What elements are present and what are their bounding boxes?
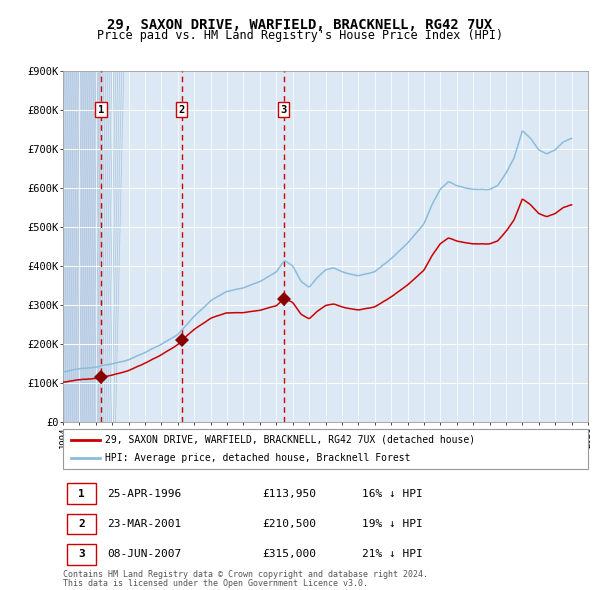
FancyBboxPatch shape <box>63 429 588 469</box>
Text: £113,950: £113,950 <box>263 489 317 499</box>
Text: 2: 2 <box>78 519 85 529</box>
Text: 25-APR-1996: 25-APR-1996 <box>107 489 182 499</box>
Text: 3: 3 <box>78 549 85 559</box>
Text: Contains HM Land Registry data © Crown copyright and database right 2024.: Contains HM Land Registry data © Crown c… <box>63 570 428 579</box>
Text: 29, SAXON DRIVE, WARFIELD, BRACKNELL, RG42 7UX (detached house): 29, SAXON DRIVE, WARFIELD, BRACKNELL, RG… <box>105 435 475 445</box>
Text: This data is licensed under the Open Government Licence v3.0.: This data is licensed under the Open Gov… <box>63 579 368 588</box>
Text: 3: 3 <box>280 105 287 115</box>
FancyBboxPatch shape <box>67 544 96 565</box>
Text: 08-JUN-2007: 08-JUN-2007 <box>107 549 182 559</box>
Text: £315,000: £315,000 <box>263 549 317 559</box>
Text: 16% ↓ HPI: 16% ↓ HPI <box>362 489 423 499</box>
Text: £210,500: £210,500 <box>263 519 317 529</box>
Text: 21% ↓ HPI: 21% ↓ HPI <box>362 549 423 559</box>
Text: Price paid vs. HM Land Registry's House Price Index (HPI): Price paid vs. HM Land Registry's House … <box>97 30 503 42</box>
FancyBboxPatch shape <box>67 514 96 535</box>
Text: 1: 1 <box>98 105 104 115</box>
FancyBboxPatch shape <box>67 483 96 504</box>
Text: 1: 1 <box>78 489 85 499</box>
Text: 29, SAXON DRIVE, WARFIELD, BRACKNELL, RG42 7UX: 29, SAXON DRIVE, WARFIELD, BRACKNELL, RG… <box>107 18 493 32</box>
Text: 2: 2 <box>178 105 185 115</box>
Text: 19% ↓ HPI: 19% ↓ HPI <box>362 519 423 529</box>
Text: 23-MAR-2001: 23-MAR-2001 <box>107 519 182 529</box>
Text: HPI: Average price, detached house, Bracknell Forest: HPI: Average price, detached house, Brac… <box>105 453 410 463</box>
